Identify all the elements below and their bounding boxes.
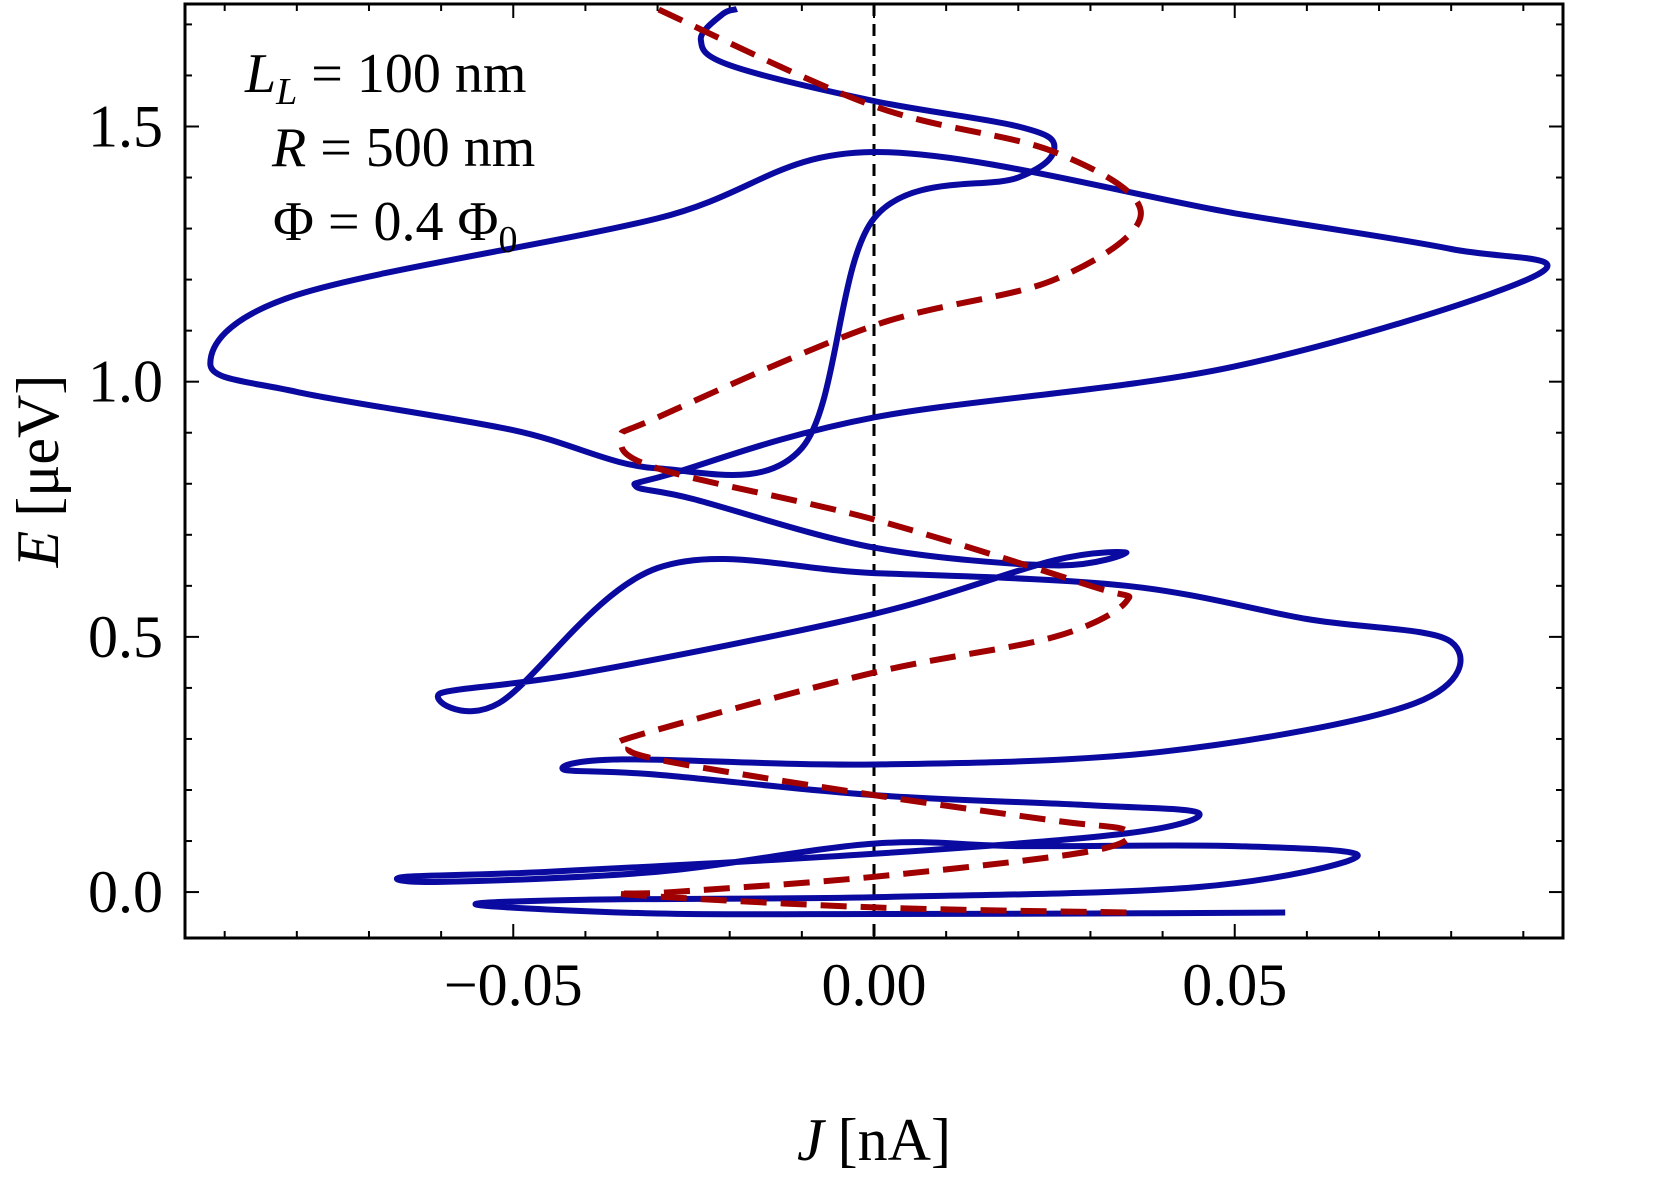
- series-group: [207, 6, 1551, 918]
- annotation-length: LL = 100 nm: [244, 43, 526, 113]
- y-axis-title: E [μeV]: [5, 375, 71, 569]
- annotation-length-sub: L: [275, 71, 297, 113]
- annotation-block: LL = 100 nm R = 500 nm Φ = 0.4 Φ0: [244, 43, 535, 261]
- series-dashed-line: [612, 6, 1144, 916]
- annotation-flux-value: = 0.4 Φ: [314, 191, 499, 253]
- y-tick-label: 1.0: [88, 349, 163, 415]
- annotation-length-var: L: [244, 43, 276, 105]
- y-tick-label: 0.5: [88, 604, 163, 670]
- x-axis-variable: J: [797, 1107, 826, 1173]
- annotation-radius: R = 500 nm: [271, 117, 535, 179]
- annotation-length-value: = 100 nm: [297, 43, 526, 105]
- annotation-flux-sub: 0: [498, 219, 517, 261]
- x-tick-label: 0.00: [822, 952, 927, 1018]
- y-axis-variable: E: [5, 531, 71, 569]
- y-tick-label: 0.0: [88, 859, 163, 925]
- annotation-radius-value: = 500 nm: [306, 117, 535, 179]
- y-axis-unit: [μeV]: [5, 375, 71, 517]
- x-tick-label: −0.05: [444, 952, 583, 1018]
- y-tick-labels: 0.0 0.5 1.0 1.5: [88, 93, 163, 925]
- annotation-flux: Φ = 0.4 Φ0: [273, 191, 517, 261]
- x-axis-unit: [nA]: [838, 1107, 951, 1173]
- x-tick-labels: −0.05 0.00 0.05: [444, 952, 1287, 1018]
- annotation-radius-var: R: [271, 117, 306, 179]
- x-tick-label: 0.05: [1182, 952, 1287, 1018]
- y-tick-label: 1.5: [88, 93, 163, 159]
- annotation-flux-var: Φ: [273, 191, 314, 253]
- series-solid-line: [207, 6, 1551, 918]
- x-axis-title: J [nA]: [797, 1107, 951, 1173]
